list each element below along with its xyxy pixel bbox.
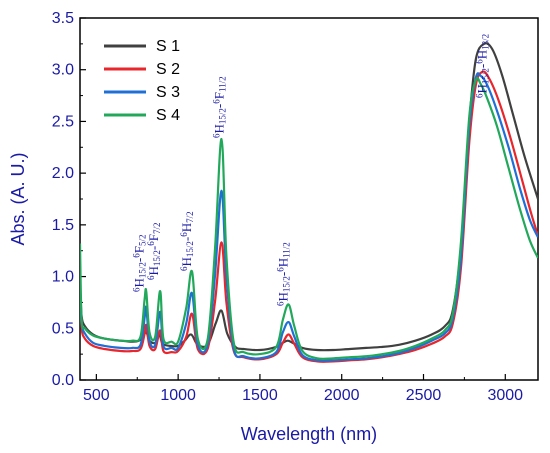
y-tick-label: 2.0: [52, 165, 74, 182]
transition-label: 6H15/2-6F5/2: [131, 235, 147, 293]
transition-label: 6H15/2-6F7/2: [146, 223, 162, 281]
legend-label-s3: S 3: [156, 84, 180, 101]
transition-label: 6H15/2-6H7/2: [179, 211, 195, 271]
series-layer: [80, 42, 538, 363]
legend-label-s4: S 4: [156, 107, 180, 124]
y-tick-label: 2.5: [52, 113, 74, 130]
transition-label: 6H15/2-6H11/2: [276, 242, 292, 306]
y-tick-label: 1.5: [52, 217, 74, 234]
legend-label-s1: S 1: [156, 38, 180, 55]
x-tick-label: 1000: [160, 387, 196, 404]
x-tick-label: 2000: [324, 387, 360, 404]
legend: S 1 S 2 S 3 S 4: [104, 38, 180, 124]
series-line-s4: [80, 76, 538, 360]
axis-ticks: 500 1000 1500 2000 2500 3000 0.0 0.5 1.0 1.5 2.0 2.…: [52, 10, 523, 404]
transition-label: 6H15/2-6F11/2: [212, 76, 228, 138]
y-tick-label: 0.0: [52, 372, 74, 389]
y-tick-label: 1.0: [52, 269, 74, 286]
y-tick-label: 3.5: [52, 10, 74, 27]
x-tick-label: 500: [83, 387, 110, 404]
x-tick-label: 3000: [487, 387, 523, 404]
series-line-s1: [80, 42, 538, 352]
transition-label: 6H15/2-6H13/2: [474, 34, 490, 98]
y-tick-label: 0.5: [52, 320, 74, 337]
legend-label-s2: S 2: [156, 61, 180, 78]
x-axis-title: Wavelength (nm): [241, 424, 377, 444]
x-tick-label: 1500: [242, 387, 278, 404]
y-tick-label: 3.0: [52, 62, 74, 79]
x-tick-label: 2500: [406, 387, 442, 404]
y-axis-title: Abs. (A. U.): [8, 152, 28, 245]
